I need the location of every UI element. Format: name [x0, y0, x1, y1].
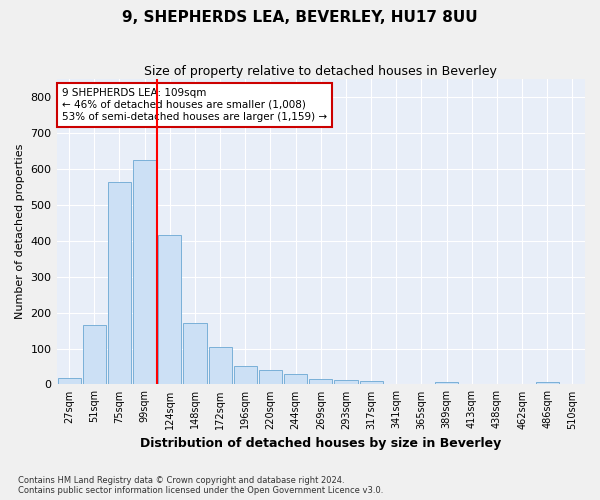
Bar	[58, 378, 80, 384]
Bar	[359, 381, 383, 384]
Bar	[108, 182, 131, 384]
Bar	[334, 380, 358, 384]
Text: 9 SHEPHERDS LEA: 109sqm
← 46% of detached houses are smaller (1,008)
53% of semi: 9 SHEPHERDS LEA: 109sqm ← 46% of detache…	[62, 88, 327, 122]
Bar	[158, 236, 181, 384]
X-axis label: Distribution of detached houses by size in Beverley: Distribution of detached houses by size …	[140, 437, 502, 450]
Bar	[284, 374, 307, 384]
Text: 9, SHEPHERDS LEA, BEVERLEY, HU17 8UU: 9, SHEPHERDS LEA, BEVERLEY, HU17 8UU	[122, 10, 478, 25]
Title: Size of property relative to detached houses in Beverley: Size of property relative to detached ho…	[145, 65, 497, 78]
Text: Contains HM Land Registry data © Crown copyright and database right 2024.
Contai: Contains HM Land Registry data © Crown c…	[18, 476, 383, 495]
Bar	[259, 370, 282, 384]
Bar	[209, 346, 232, 385]
Bar	[435, 382, 458, 384]
Bar	[83, 325, 106, 384]
Y-axis label: Number of detached properties: Number of detached properties	[15, 144, 25, 320]
Bar	[536, 382, 559, 384]
Bar	[234, 366, 257, 384]
Bar	[309, 380, 332, 384]
Bar	[184, 324, 206, 384]
Bar	[133, 160, 156, 384]
